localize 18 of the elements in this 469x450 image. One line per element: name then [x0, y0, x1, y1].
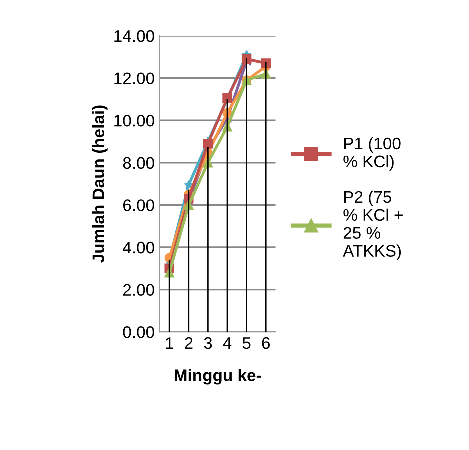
x-tick-label: 3 — [204, 337, 212, 350]
y-tick-label: 14.00 — [114, 30, 154, 42]
y-tick-label: 6.00 — [123, 200, 154, 212]
x-tick-label: 4 — [223, 338, 232, 350]
y-tick-label: 12.00 — [114, 72, 154, 85]
y-tick-label: 10.00 — [114, 115, 154, 127]
y-axis-title: Jumlah Daun (helai) — [92, 106, 108, 263]
y-tick-label: 2.00 — [123, 284, 154, 296]
x-axis-title: Minggu ke- — [174, 369, 262, 385]
y-tick-label: 8.00 — [123, 157, 154, 170]
y-tick-label: 4.00 — [123, 242, 154, 254]
y-tick-label: 0.00 — [123, 326, 154, 338]
legend-label: P2 (75 % KCl + 25 % ATKKS) — [343, 190, 403, 260]
x-tick-label: 6 — [262, 337, 270, 350]
x-tick-label: 2 — [185, 337, 193, 350]
x-tick-label: 5 — [242, 338, 251, 350]
x-tick-label: 1 — [166, 338, 174, 350]
legend-label: P1 (100 % KCl) — [344, 137, 401, 171]
